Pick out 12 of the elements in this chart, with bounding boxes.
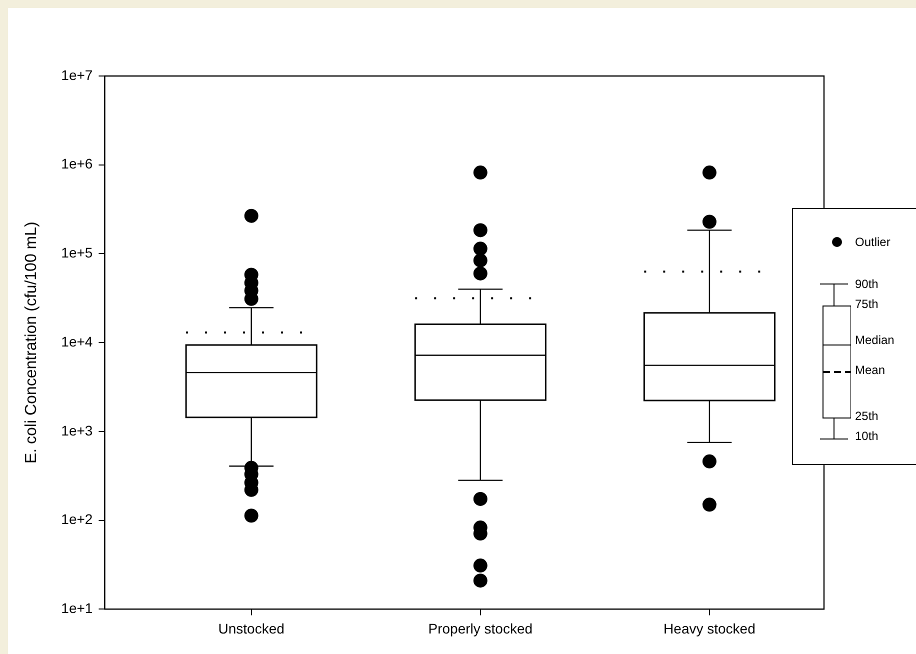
y-tick-label: 1e+7: [61, 66, 93, 83]
x-tick-label: Properly stocked: [428, 620, 533, 636]
key-panel: Outlier 90th 75th Median Mean 25th 10th: [792, 208, 916, 465]
y-tick-label: 1e+4: [61, 333, 93, 350]
x-tick-label: Unstocked: [218, 620, 284, 636]
y-tick-label: 1e+2: [61, 511, 93, 528]
y-tick-label: 1e+1: [61, 600, 93, 616]
y-tick-label: 1e+6: [61, 156, 93, 172]
x-tick-label: Heavy stocked: [664, 620, 756, 636]
y-tick-label: 1e+3: [61, 422, 93, 438]
y-axis-title: E. coli Concentration (cfu/100 mL): [23, 222, 40, 464]
y-tick-label: 1e+5: [61, 244, 93, 261]
